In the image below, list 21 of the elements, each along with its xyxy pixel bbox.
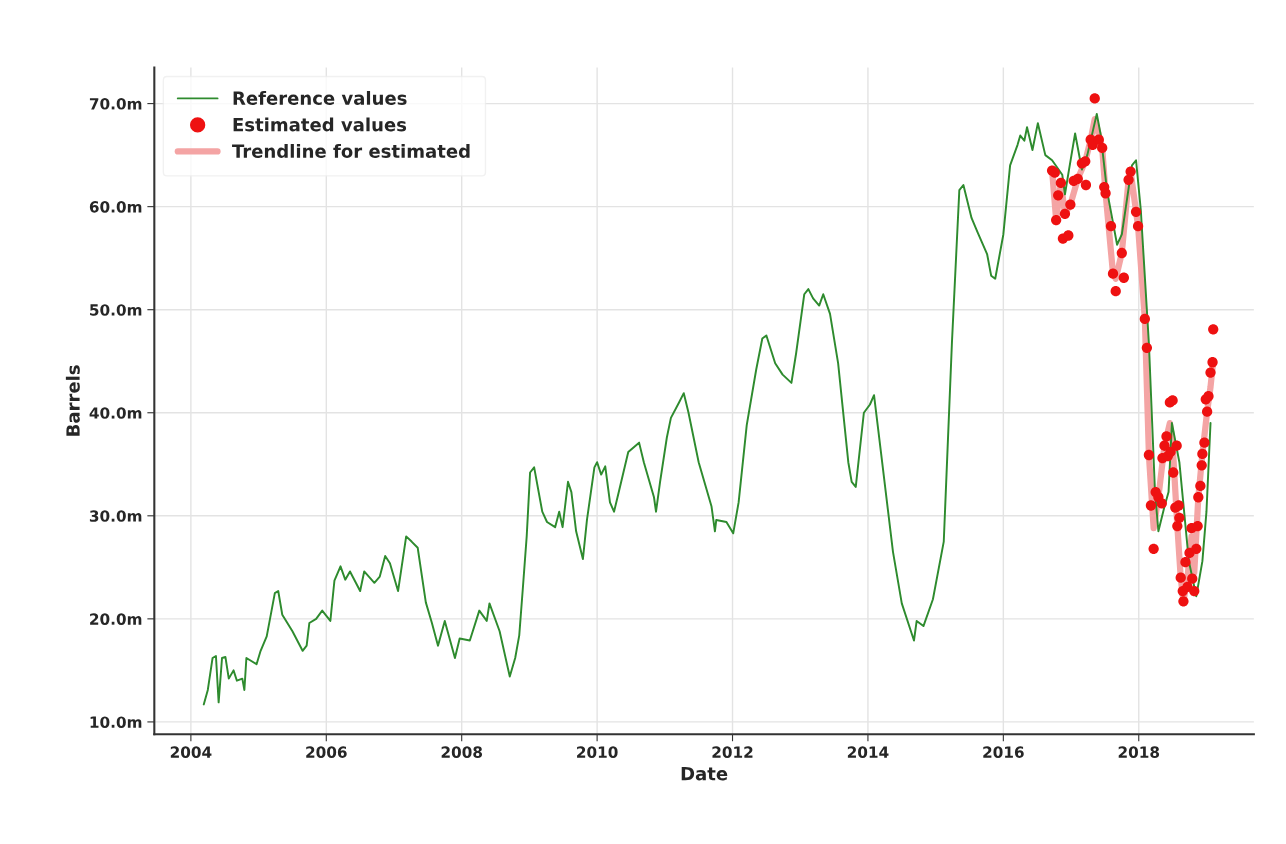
y-tick-label: 10.0m: [90, 716, 142, 728]
x-tick-label: 2010: [577, 746, 618, 758]
legend-label: Reference values: [233, 90, 407, 105]
legend-label: Trendline for estimated: [232, 144, 470, 158]
y-tick-label: 30.0m: [89, 510, 142, 522]
x-tick-label: 2008: [441, 746, 483, 758]
x-tick-label: 2012: [712, 746, 753, 758]
legend-label: Estimated values: [233, 117, 407, 132]
x-tick-label: 2004: [170, 746, 212, 758]
y-tick-label: 70.0m: [89, 98, 142, 110]
y-axis-title: Barrels: [65, 365, 80, 436]
x-axis-title: Date: [681, 766, 728, 781]
x-tick-label: 2014: [847, 746, 889, 758]
y-tick-label: 50.0m: [90, 304, 142, 316]
y-tick-label: 20.0m: [90, 613, 142, 625]
x-tick-label: 2006: [306, 746, 347, 758]
x-tick-label: 2016: [983, 746, 1024, 758]
x-tick-label: 2018: [1118, 746, 1160, 758]
line-series: [202, 112, 1212, 706]
y-tick-label: 60.0m: [89, 201, 142, 213]
y-tick-label: 40.0m: [89, 407, 142, 419]
